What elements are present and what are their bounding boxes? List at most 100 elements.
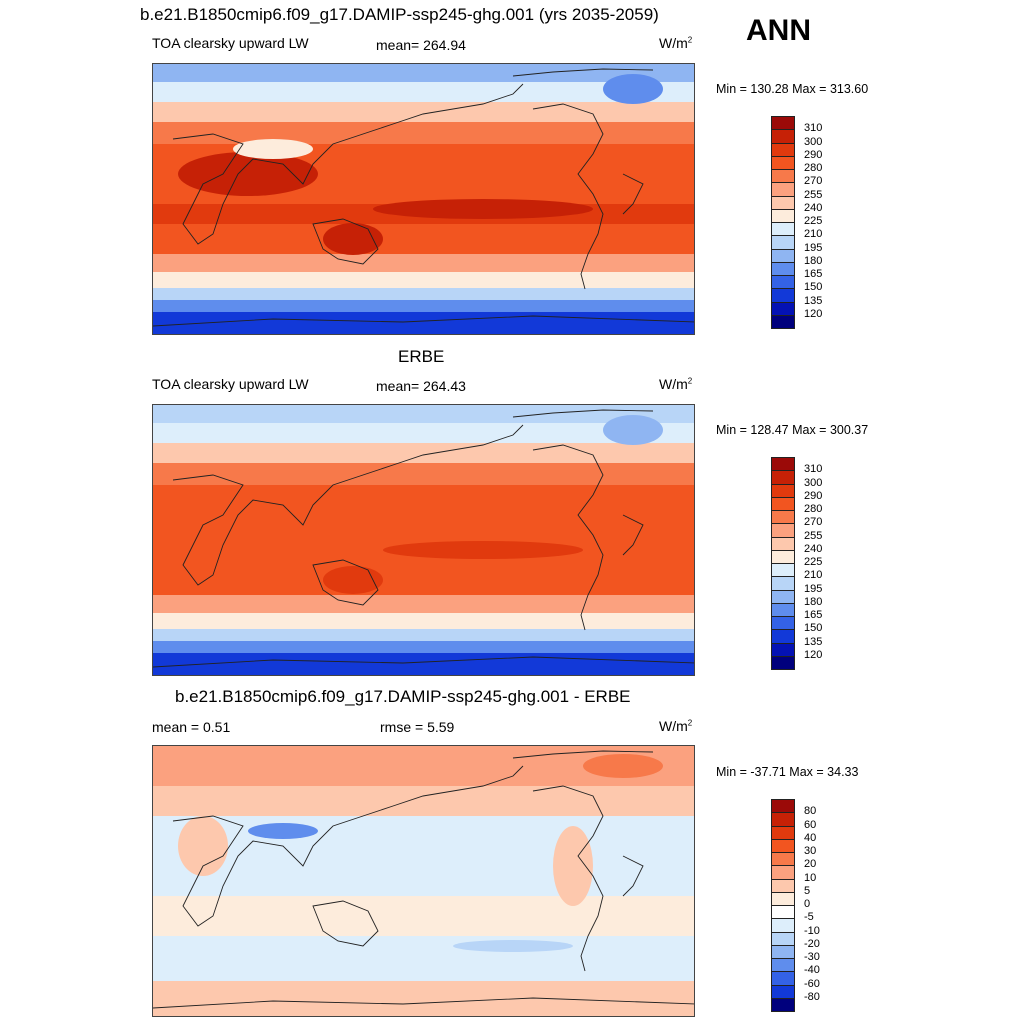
colorbar-tick-label: -10 (804, 924, 820, 937)
colorbar-swatch (771, 142, 795, 157)
panel1-map-field (153, 64, 694, 334)
panel3-map (152, 745, 695, 1017)
patch (373, 199, 593, 219)
band (153, 629, 694, 641)
colorbar-swatch (771, 301, 795, 316)
panel3-colorbar: 80 60 40 30 20 10 5 0 -5 -10 -20 -30 -40 -60 -80 (771, 799, 820, 1012)
band (153, 613, 694, 629)
colorbar-tick-label: 240 (804, 201, 823, 214)
band (153, 981, 694, 1016)
panel3-map-field (153, 746, 694, 1016)
patch (583, 754, 663, 778)
colorbar-swatch (771, 891, 795, 906)
colorbar-swatch (771, 288, 795, 303)
patch (233, 139, 313, 159)
colorbar-tick-label: -30 (804, 951, 820, 963)
band (153, 122, 694, 144)
colorbar-tick-label: 300 (804, 135, 823, 148)
colorbar-tick-label: -40 (804, 964, 820, 977)
colorbar-tick-label: 80 (804, 805, 817, 818)
colorbar-tick-label: 310 (804, 122, 823, 135)
colorbar-swatch (771, 549, 795, 564)
band (153, 82, 694, 102)
patch (178, 152, 318, 196)
colorbar-swatch (771, 155, 795, 170)
patch (553, 826, 593, 906)
colorbar-swatch (771, 169, 795, 184)
panel2-map-field (153, 405, 694, 675)
panel1-coastlines (153, 68, 694, 327)
colorbar-swatch (771, 483, 795, 498)
band (153, 272, 694, 288)
band (153, 288, 694, 300)
colorbar-swatch (771, 997, 795, 1012)
colorbar-tick-label: 180 (804, 595, 823, 608)
colorbar-swatch (771, 825, 795, 840)
colorbar-swatch (771, 838, 795, 853)
colorbar-tick-label: 280 (804, 162, 823, 174)
colorbar-swatch (771, 314, 795, 329)
colorbar-tick-label: 150 (804, 281, 823, 294)
colorbar-swatch (771, 261, 795, 276)
colorbar-tick-label: 40 (804, 831, 817, 844)
colorbar-tick-label: 310 (804, 463, 823, 476)
colorbar-swatch (771, 470, 795, 485)
patch (603, 74, 663, 104)
band (153, 102, 694, 122)
band (153, 485, 694, 595)
panel2-colorbar: 310 300 290 280 270 255 240 225 210 195 180 165 150 1… (771, 457, 822, 670)
colorbar-tick-label: 270 (804, 516, 823, 529)
patch (178, 816, 228, 876)
panel3-title: b.e21.B1850cmip6.f09_g17.DAMIP-ssp245-gh… (175, 687, 631, 706)
colorbar-tick-label: 30 (804, 845, 817, 857)
band (153, 64, 694, 82)
colorbar-tick-label: 180 (804, 254, 823, 267)
colorbar-tick-label: -60 (804, 977, 820, 990)
band (153, 595, 694, 613)
colorbar-swatch (771, 129, 795, 144)
panel1-map (152, 63, 695, 335)
patch (248, 823, 318, 839)
colorbar-tick-label: 210 (804, 569, 823, 582)
colorbar-swatch (771, 589, 795, 604)
colorbar-swatch (771, 655, 795, 670)
colorbar-swatch (771, 523, 795, 538)
colorbar-tick-label: -5 (804, 911, 814, 924)
colorbar-tick-label: 5 (804, 884, 811, 897)
colorbar-tick-label: 255 (804, 188, 823, 201)
panel3-coastlines (153, 750, 694, 1009)
panel2-title: ERBE (398, 347, 445, 366)
colorbar-swatch (771, 457, 795, 472)
colorbar-tick-label: 240 (804, 542, 823, 555)
patch (603, 415, 663, 445)
colorbar-tick-label: 195 (804, 241, 823, 254)
colorbar-tick-label: 165 (804, 268, 823, 280)
patch (323, 566, 383, 594)
colorbar-swatch (771, 248, 795, 263)
band (153, 641, 694, 653)
colorbar-tick-label: 10 (804, 871, 817, 884)
colorbar-swatch (771, 642, 795, 657)
colorbar-tick-label: 60 (804, 818, 817, 831)
colorbar-swatch (771, 629, 795, 644)
panel2-coastlines (153, 409, 694, 668)
colorbar-tick-label: 135 (804, 635, 823, 648)
colorbar-swatch (771, 116, 795, 131)
panel3-minmax: Min = -37.71 Max = 34.33 (716, 765, 859, 779)
colorbar-tick-label: 290 (804, 489, 823, 502)
band (153, 423, 694, 443)
colorbar-tick-label: 195 (804, 582, 823, 595)
panel1-units: W/m2 (659, 35, 693, 51)
colorbar-tick-label: 20 (804, 858, 817, 871)
colorbar-tick-label: 255 (804, 529, 823, 542)
colorbar-tick-label: -80 (804, 990, 820, 1003)
band (153, 463, 694, 485)
colorbar-swatch (771, 576, 795, 591)
colorbar-tick-label: 225 (804, 215, 823, 227)
colorbar-tick-label: 210 (804, 228, 823, 241)
panel1-mean-label: mean= 264.94 (376, 37, 466, 53)
colorbar-swatch (771, 275, 795, 290)
panel1-variable-label: TOA clearsky upward LW (152, 35, 309, 51)
colorbar-tick-label: 120 (804, 648, 823, 661)
colorbar-swatch (771, 799, 795, 814)
